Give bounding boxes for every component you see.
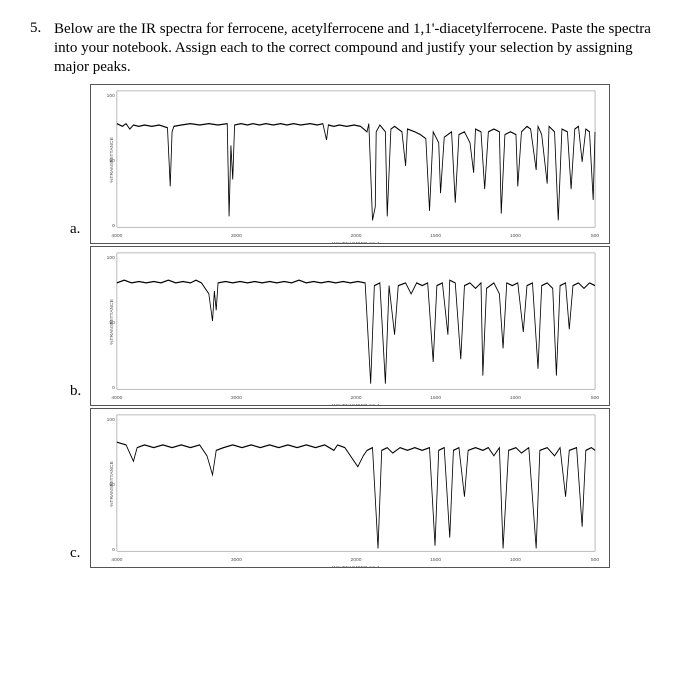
spectrum-label-a: a.	[70, 221, 84, 244]
spectrum-row-b: b. %TRANSMITTANCE 0 50 100 4000 3000 200…	[70, 246, 670, 406]
xtick-1500: 1500	[430, 557, 441, 563]
plot-border	[117, 91, 595, 227]
plot-border	[117, 253, 595, 389]
x-axis-label: WAVENUMBER cm-1	[332, 241, 380, 243]
x-axis-label: WAVENUMBER cm-1	[332, 403, 380, 405]
ytick-50: 50	[109, 320, 115, 326]
xtick-2000: 2000	[350, 395, 361, 401]
spectrum-label-c: c.	[70, 545, 84, 568]
xtick-500: 500	[591, 233, 600, 239]
xtick-3000: 3000	[231, 557, 242, 563]
xtick-2000: 2000	[350, 557, 361, 563]
spectrum-frame-a: %TRANSMITTANCE 0 50 100 4000 3000 2000 1…	[90, 84, 610, 244]
xtick-500: 500	[591, 557, 600, 563]
question-number: 5.	[30, 20, 48, 37]
trace-b	[117, 280, 595, 384]
xtick-2000: 2000	[350, 233, 361, 239]
ytick-0: 0	[112, 547, 115, 553]
xtick-3000: 3000	[231, 233, 242, 239]
xtick-500: 500	[591, 395, 600, 401]
ir-spectrum-b: %TRANSMITTANCE 0 50 100 4000 3000 2000 1…	[91, 247, 609, 405]
xtick-1000: 1000	[510, 395, 521, 401]
xtick-3000: 3000	[231, 395, 242, 401]
spectrum-row-c: c. %TRANSMITTANCE 0 50 100 4000 3000 200…	[70, 408, 670, 568]
ytick-50: 50	[109, 482, 115, 488]
xtick-1500: 1500	[430, 233, 441, 239]
ytick-100: 100	[107, 255, 116, 261]
spectrum-row-a: a. %TRANSMITTANCE 0 50 100 4000 3000 200…	[70, 84, 670, 244]
plot-border	[117, 415, 595, 551]
ytick-100: 100	[107, 93, 116, 99]
xtick-4000: 4000	[111, 233, 122, 239]
ytick-0: 0	[112, 385, 115, 391]
spectrum-frame-c: %TRANSMITTANCE 0 50 100 4000 3000 2000 1…	[90, 408, 610, 568]
xtick-1500: 1500	[430, 395, 441, 401]
spectrum-frame-b: %TRANSMITTANCE 0 50 100 4000 3000 2000 1…	[90, 246, 610, 406]
ir-spectrum-a: %TRANSMITTANCE 0 50 100 4000 3000 2000 1…	[91, 85, 609, 243]
trace-a	[117, 124, 595, 221]
x-axis-label: WAVENUMBER cm-1	[332, 565, 380, 567]
question-text: Below are the IR spectra for ferrocene, …	[54, 20, 670, 76]
question-block: 5. Below are the IR spectra for ferrocen…	[30, 20, 670, 76]
xtick-4000: 4000	[111, 557, 122, 563]
xtick-1000: 1000	[510, 233, 521, 239]
xtick-4000: 4000	[111, 395, 122, 401]
ytick-0: 0	[112, 223, 115, 229]
spectrum-label-b: b.	[70, 383, 84, 406]
xtick-1000: 1000	[510, 557, 521, 563]
ir-spectrum-c: %TRANSMITTANCE 0 50 100 4000 3000 2000 1…	[91, 409, 609, 567]
trace-c	[117, 442, 595, 548]
ytick-100: 100	[107, 417, 116, 423]
spectra-container: a. %TRANSMITTANCE 0 50 100 4000 3000 200…	[70, 84, 670, 568]
ytick-50: 50	[109, 158, 115, 164]
